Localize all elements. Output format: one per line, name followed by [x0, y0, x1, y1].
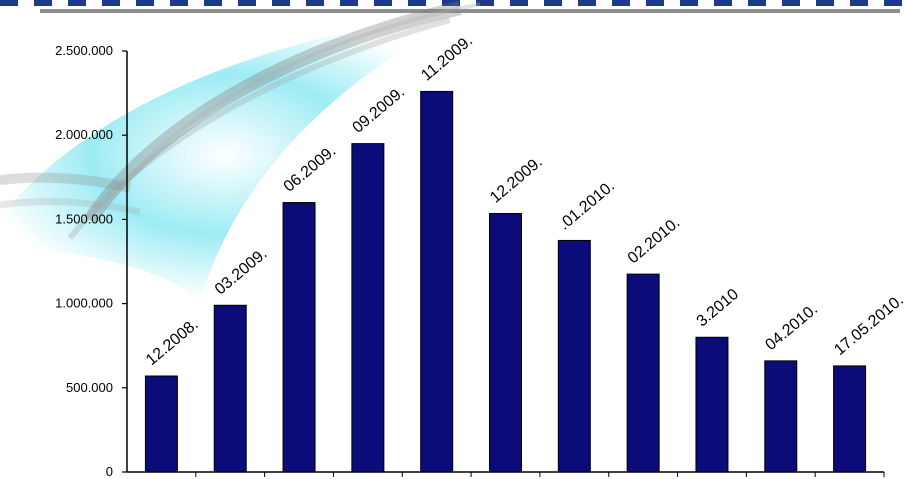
y-tick-label: 1.500.000 [55, 211, 113, 226]
chart-bars [144, 90, 867, 473]
bar [420, 90, 454, 473]
bar-date-label: 17.05.2010. [831, 292, 904, 359]
bar [144, 375, 178, 473]
bar-date-label: 09.2009. [350, 84, 409, 137]
bar-date-label: 12.2008. [143, 316, 202, 369]
bar-date-label: 11.2009. [418, 32, 476, 84]
bar [213, 304, 247, 473]
bar [557, 239, 591, 473]
y-tick-label: 1.000.000 [55, 296, 113, 311]
y-tick-label: 2.500.000 [55, 43, 113, 58]
y-tick-label: 500.000 [66, 380, 113, 395]
y-tick-label: 0 [106, 464, 113, 479]
bar [764, 360, 798, 473]
bar-date-label: 06.2009. [281, 143, 340, 196]
bar-date-label: 12.2009. [487, 154, 546, 207]
bar [626, 273, 660, 473]
bar-date-label: 3.2010 [694, 286, 742, 331]
bar-date-label: 02.2010. [625, 214, 684, 267]
title-strip [0, 0, 904, 6]
bar [282, 202, 316, 473]
bar [695, 336, 729, 473]
bar-date-label: 03.2009. [212, 245, 271, 298]
bar-date-label: 04.2010. [762, 301, 821, 354]
bar [833, 365, 867, 473]
bar [351, 143, 385, 473]
chart-axes: 0 500.000 1.000.000 1.500.000 2.000.000 2.500… [55, 43, 885, 479]
header-rule [40, 9, 900, 13]
background-swirl-decoration [0, 1, 481, 300]
y-tick-label: 2.000.000 [55, 127, 113, 142]
bar [489, 213, 522, 473]
bar-date-label: .01.2010. [556, 178, 618, 234]
